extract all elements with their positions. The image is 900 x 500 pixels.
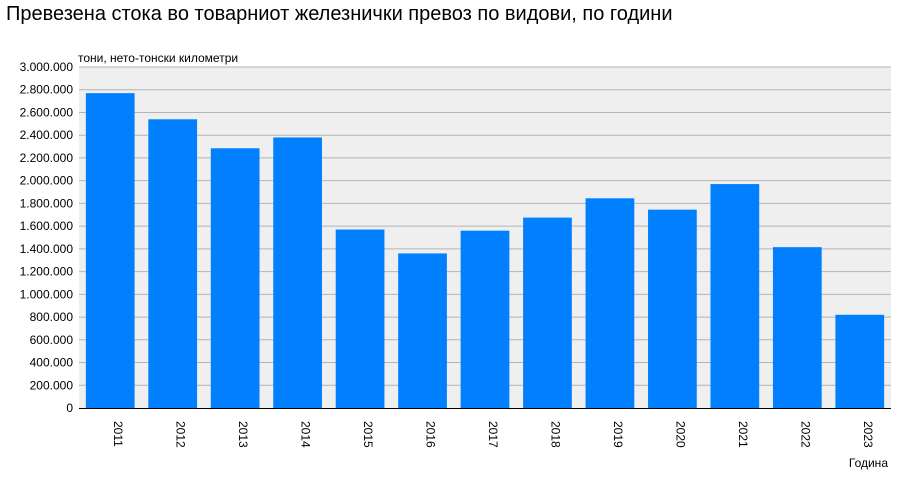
bar-2012: [148, 119, 198, 408]
y-tick-label: 1.200.000: [20, 265, 74, 279]
y-tick-label: 200.000: [30, 378, 74, 392]
bar-2023: [835, 314, 885, 408]
x-tick-labels: 2011 2012 2013 2014 2015 2016 2017 2018 2019 2020…: [111, 421, 875, 448]
bar-2011: [85, 93, 135, 408]
x-tick-label-2020: 2020: [673, 421, 687, 448]
y-tick-label: 0: [66, 401, 73, 415]
chart-title: Превезена стока во товарниот железнички …: [6, 3, 673, 25]
y-tick-label: 600.000: [30, 333, 74, 347]
y-tick-label: 2.200.000: [20, 151, 74, 165]
bar-2018: [523, 217, 572, 408]
y-axis-label: тони, нето-тонски километри: [78, 51, 239, 65]
x-tick-label-2012: 2012: [174, 421, 188, 448]
y-tick-label: 400.000: [30, 356, 74, 370]
bar-2021: [710, 184, 760, 408]
bar-2019: [585, 198, 635, 408]
y-tick-label: 1.800.000: [20, 196, 74, 210]
y-tick-label: 800.000: [30, 310, 74, 324]
x-tick-label-2021: 2021: [736, 421, 750, 448]
bar-2017: [460, 230, 510, 408]
y-tick-label: 1.400.000: [20, 242, 74, 256]
y-tick-label: 2.800.000: [20, 83, 74, 97]
x-tick-label-2022: 2022: [798, 421, 812, 448]
y-tick-labels: 0 200.000 400.000 600.000 800.000 1.000.000 1.…: [20, 60, 74, 415]
bars: [85, 93, 885, 408]
bar-2014: [273, 137, 322, 408]
y-tick-label: 3.000.000: [20, 60, 74, 74]
x-tick-label-2015: 2015: [361, 421, 375, 448]
y-tick-label: 1.000.000: [20, 287, 74, 301]
x-axis-label: Година: [849, 456, 888, 470]
x-tick-label-2011: 2011: [111, 421, 125, 447]
bar-2020: [648, 209, 697, 408]
x-tick-label-2019: 2019: [611, 421, 625, 448]
y-tick-label: 1.600.000: [20, 219, 74, 233]
bar-2016: [398, 253, 447, 408]
y-tick-label: 2.600.000: [20, 105, 74, 119]
y-tick-label: 2.000.000: [20, 174, 74, 188]
x-tick-label-2016: 2016: [424, 421, 438, 448]
x-tick-label-2017: 2017: [486, 421, 500, 448]
x-tick-label-2018: 2018: [548, 421, 562, 448]
x-tick-label-2013: 2013: [236, 421, 250, 448]
bar-2015: [335, 229, 385, 408]
bar-2013: [210, 148, 260, 408]
bar-2022: [772, 247, 822, 408]
x-tick-label-2023: 2023: [861, 421, 875, 448]
y-tick-label: 2.400.000: [20, 128, 74, 142]
x-tick-label-2014: 2014: [299, 421, 313, 448]
